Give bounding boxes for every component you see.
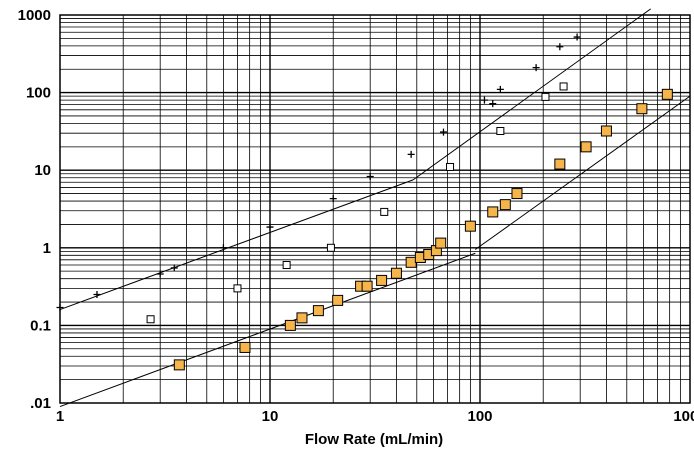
plus-marker xyxy=(407,150,415,158)
filled-square-marker xyxy=(580,141,592,153)
plus-marker xyxy=(266,223,274,231)
y-tick-labels: .01 0.1 1 10 100 1000 xyxy=(18,7,51,412)
plus-marker xyxy=(573,33,581,41)
y-tick-label: 100 xyxy=(26,85,51,102)
open-square-marker xyxy=(496,127,505,136)
open-square-marker xyxy=(380,207,389,216)
filled-square-marker xyxy=(390,267,402,279)
x-tick-label: 1 xyxy=(56,408,64,425)
filled-square-marker xyxy=(636,103,648,115)
y-tick-label: 1000 xyxy=(18,7,51,24)
trend-line xyxy=(59,179,414,311)
filled-square-marker xyxy=(361,280,373,292)
filled-square-marker xyxy=(499,199,511,211)
x-tick-labels: 1 10 100 1000 xyxy=(56,408,694,425)
plus-marker xyxy=(170,264,178,272)
trend-line xyxy=(59,252,476,408)
filled-square-marker xyxy=(511,188,523,200)
filled-square-marker xyxy=(376,274,388,286)
plus-marker xyxy=(93,291,101,299)
plus-marker xyxy=(480,96,488,104)
plus-marker xyxy=(532,64,540,72)
plus-marker xyxy=(556,43,564,51)
plus-marker xyxy=(219,244,227,252)
open-square-marker xyxy=(326,243,335,252)
plot-frame xyxy=(59,14,691,404)
open-square-marker xyxy=(233,284,242,293)
fit-lines xyxy=(59,8,691,408)
filled-square-marker xyxy=(173,359,185,371)
y-tick-label: 0.1 xyxy=(30,317,51,334)
open-square-marker xyxy=(541,92,550,101)
y-tick-label: .01 xyxy=(30,395,51,412)
open-square-marker xyxy=(446,162,455,171)
plus-marker xyxy=(156,270,164,278)
filled-square-marker xyxy=(296,312,308,324)
x-axis-title: Flow Rate (mL/min) xyxy=(305,431,443,448)
filled-square-marker xyxy=(405,256,417,268)
filled-square-marker xyxy=(464,220,476,232)
open-square-marker xyxy=(146,315,155,324)
filled-square-marker xyxy=(435,237,447,249)
x-tick-label: 100 xyxy=(467,408,492,425)
open-square-marker xyxy=(559,82,568,91)
grid xyxy=(60,15,690,403)
filled-square-marker xyxy=(661,88,673,100)
filled-square-marker xyxy=(239,341,251,353)
data-markers xyxy=(56,33,673,371)
x-tick-label: 10 xyxy=(262,408,279,425)
plus-marker xyxy=(489,100,497,108)
plus-marker xyxy=(329,195,337,203)
filled-square-marker xyxy=(284,319,296,331)
plus-marker xyxy=(366,172,374,180)
y-tick-label: 1 xyxy=(43,240,51,257)
filled-square-marker xyxy=(487,206,499,218)
trend-line xyxy=(475,95,691,250)
plus-marker xyxy=(496,85,504,93)
open-square-marker xyxy=(282,261,291,270)
filled-square-marker xyxy=(600,125,612,137)
filled-square-marker xyxy=(554,158,566,170)
y-tick-label: 10 xyxy=(34,162,51,179)
x-tick-label: 1000 xyxy=(673,408,694,425)
filled-square-marker xyxy=(312,305,324,317)
filled-square-marker xyxy=(332,294,344,306)
trend-line xyxy=(412,8,652,181)
plus-marker xyxy=(439,128,447,136)
